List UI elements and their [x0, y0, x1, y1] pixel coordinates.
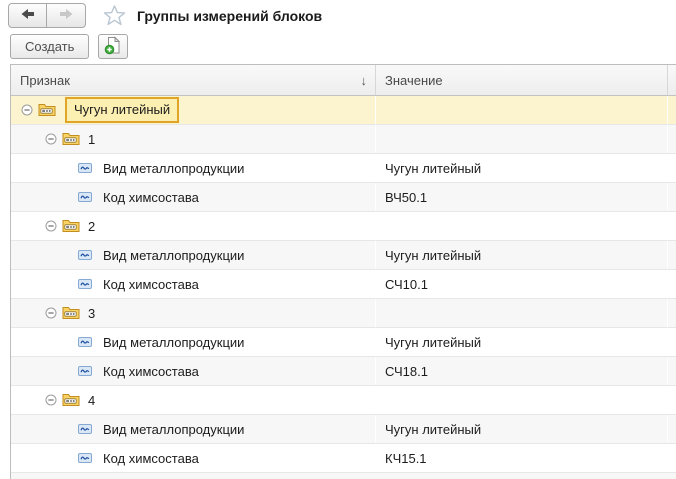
collapse-icon[interactable] — [21, 104, 33, 116]
attribute-icon — [78, 424, 92, 434]
table-row[interactable]: 4 — [11, 386, 676, 415]
group-folder-icon — [62, 132, 80, 146]
table-row[interactable]: Код химсостава СЧ18.1 — [11, 357, 676, 386]
favorite-star-icon[interactable] — [103, 4, 126, 27]
row-label: Вид металлопродукции — [103, 160, 245, 176]
row-label: 4 — [88, 392, 96, 408]
attribute-icon — [78, 337, 92, 347]
collapse-icon[interactable] — [45, 307, 57, 319]
table-row[interactable]: Чугун литейный — [11, 96, 676, 125]
collapse-icon[interactable] — [45, 220, 57, 232]
column-header-znachenie[interactable]: Значение — [376, 65, 668, 95]
row-label: Код химсостава — [103, 450, 199, 466]
row-label: 3 — [88, 305, 96, 321]
group-folder-icon — [38, 103, 56, 117]
row-label: 2 — [88, 218, 96, 234]
table-row[interactable]: Вид металлопродукции Чугун литейный — [11, 154, 676, 183]
attribute-icon — [78, 279, 92, 289]
row-value: Чугун литейный — [385, 160, 482, 176]
create-new-button[interactable] — [98, 34, 129, 59]
arrow-right-icon — [59, 8, 74, 23]
arrow-left-icon — [20, 8, 35, 23]
table-row[interactable]: Вид металлопродукции Чугун литейный — [11, 241, 676, 270]
row-label: 1 — [88, 131, 96, 147]
row-label: Код химсостава — [103, 276, 199, 292]
document-plus-icon — [104, 35, 122, 58]
collapse-icon[interactable] — [45, 133, 57, 145]
row-value: КЧ15.1 — [385, 450, 427, 466]
measurement-groups-table: Признак ↓ Значение — [10, 64, 676, 479]
row-value: Чугун литейный — [385, 247, 482, 263]
back-button[interactable] — [8, 3, 47, 28]
attribute-icon — [78, 366, 92, 376]
row-label: Код химсостава — [103, 363, 199, 379]
table-row[interactable]: 3 — [11, 299, 676, 328]
table-row[interactable]: Код химсостава СЧ10.1 — [11, 270, 676, 299]
row-label: Вид металлопродукции — [103, 247, 245, 263]
attribute-icon — [78, 192, 92, 202]
page-title: Группы измерений блоков — [137, 7, 323, 24]
attribute-icon — [78, 453, 92, 463]
nav-toolbar: Группы измерений блоков — [8, 3, 322, 28]
row-value: СЧ10.1 — [385, 276, 428, 292]
row-value: Чугун литейный — [385, 421, 482, 437]
forward-button[interactable] — [47, 3, 86, 28]
row-label: Вид металлопродукции — [103, 334, 245, 350]
table-row[interactable]: Код химсостава ВЧ50.1 — [11, 183, 676, 212]
table-row[interactable]: 1 — [11, 125, 676, 154]
actions-toolbar: Создать — [10, 34, 129, 59]
table-row[interactable]: 2 — [11, 212, 676, 241]
table-row[interactable]: Вид металлопродукции Чугун литейный — [11, 415, 676, 444]
row-value: СЧ18.1 — [385, 363, 428, 379]
group-folder-icon — [62, 306, 80, 320]
attribute-icon — [78, 250, 92, 260]
table-row[interactable]: Код химсостава КЧ15.1 — [11, 444, 676, 473]
group-folder-icon — [62, 219, 80, 233]
table-row[interactable]: Вид металлопродукции Чугун литейный — [11, 328, 676, 357]
column-header-priznak[interactable]: Признак ↓ — [11, 65, 376, 95]
attribute-icon — [78, 163, 92, 173]
table-body: Чугун литейный — [11, 96, 676, 473]
row-value: Чугун литейный — [385, 334, 482, 350]
collapse-icon[interactable] — [45, 394, 57, 406]
group-folder-icon — [62, 393, 80, 407]
row-label: Вид металлопродукции — [103, 421, 245, 437]
create-button[interactable]: Создать — [10, 34, 90, 59]
table-row-partial — [11, 473, 676, 479]
row-label: Чугун литейный — [65, 97, 180, 123]
table-header: Признак ↓ Значение — [11, 65, 676, 96]
column-header-extra — [668, 65, 676, 95]
sort-descending-icon: ↓ — [360, 72, 368, 88]
row-label: Код химсостава — [103, 189, 199, 205]
row-value: ВЧ50.1 — [385, 189, 428, 205]
